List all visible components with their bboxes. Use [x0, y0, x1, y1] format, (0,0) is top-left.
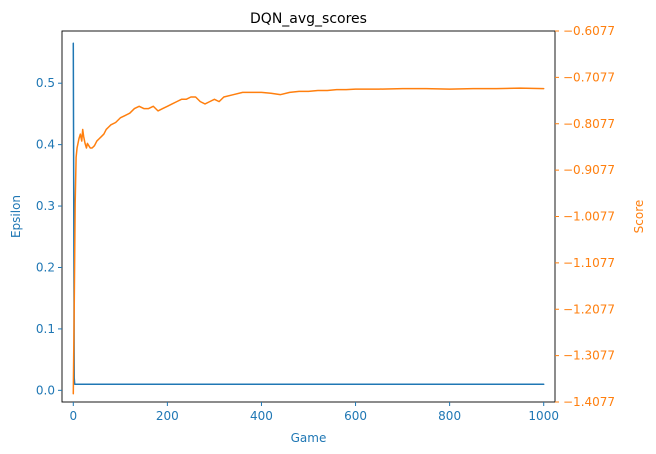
y-left-tick-label: 0.1: [36, 322, 55, 336]
y-right-tick-label: −1.2077: [563, 302, 615, 316]
y-right-tick-label: −1.4077: [563, 395, 615, 409]
x-axis-label: Game: [291, 431, 327, 445]
y-left-tick-label: 0.3: [36, 199, 55, 213]
x-tick-label: 800: [438, 409, 461, 423]
plot-frame: [61, 30, 556, 403]
y-right-tick-label: −1.0077: [563, 210, 615, 224]
y-right-tick-label: −0.6077: [563, 24, 615, 38]
epsilon-series-line: [72, 42, 545, 385]
y-right-tick-label: −0.9077: [563, 163, 615, 177]
x-tick-label: 400: [250, 409, 273, 423]
score-series-line: [72, 87, 545, 395]
x-tick-label: 600: [344, 409, 367, 423]
x-tick-label: 1000: [528, 409, 559, 423]
y-right-tick-label: −0.8077: [563, 117, 615, 131]
y-right-axis-label: Score: [632, 200, 646, 234]
y-right-tick-label: −1.3077: [563, 349, 615, 363]
chart-title: DQN_avg_scores: [250, 11, 367, 27]
y-left-tick-label: 0.5: [36, 76, 55, 90]
series-layer: [72, 42, 545, 395]
y-left-tick-label: 0.4: [36, 138, 55, 152]
y-right-tick-label: −1.1077: [563, 256, 615, 270]
y-right-tick-label: −0.7077: [563, 70, 615, 84]
y-left-tick-label: 0.2: [36, 260, 55, 274]
x-axis: 0 200 400 600 800 1000: [69, 402, 559, 423]
right-axis: −1.4077 −1.3077 −1.2077 −1.1077 −1.0077 −0.90…: [555, 24, 615, 409]
y-left-axis-label: Epsilon: [9, 195, 23, 238]
y-left-tick-label: 0.0: [36, 383, 55, 397]
x-tick-label: 0: [69, 409, 77, 423]
x-tick-label: 200: [156, 409, 179, 423]
left-axis: 0.0 0.1 0.2 0.3 0.4 0.5: [36, 76, 62, 397]
